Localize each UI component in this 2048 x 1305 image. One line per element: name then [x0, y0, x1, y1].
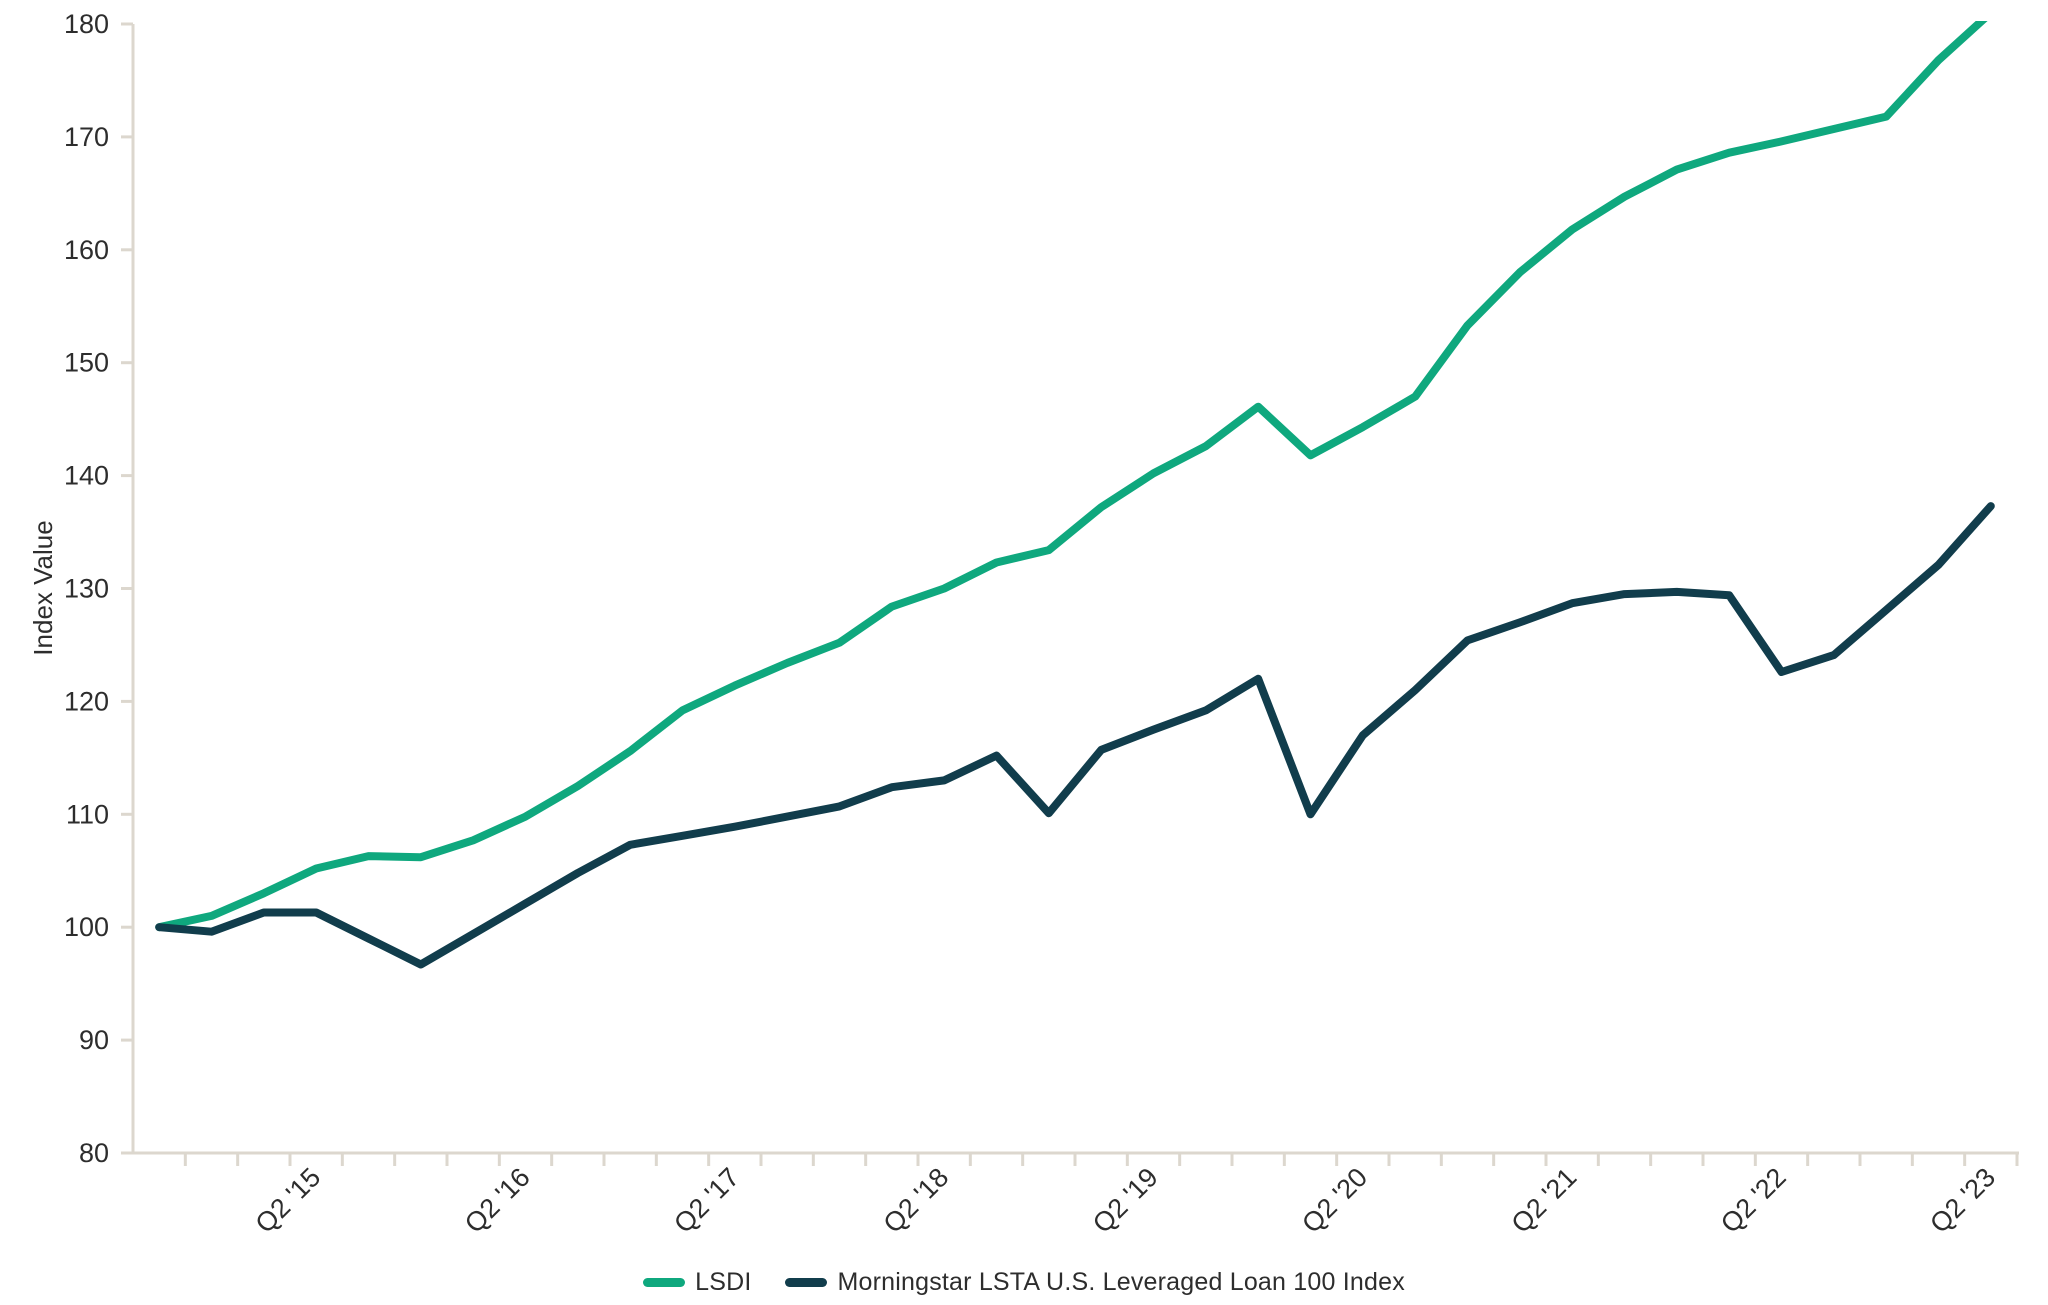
- y-tick-label: 150: [64, 348, 109, 378]
- axes: [121, 22, 2019, 1166]
- y-tick-labels: 80 90 100 110 120 130 140 150 160 170 180: [64, 9, 109, 1168]
- x-tick-label: Q2 '15: [250, 1162, 327, 1239]
- y-tick-label: 110: [66, 799, 109, 829]
- y-tick-label: 120: [64, 686, 109, 716]
- x-tick-label: Q2 '23: [1924, 1162, 2001, 1239]
- y-tick-label: 160: [64, 235, 109, 265]
- series-line-morningstar: [155, 502, 1995, 969]
- legend-label-lsdi: LSDI: [695, 1268, 752, 1296]
- x-tick-label: Q2 '16: [459, 1162, 536, 1239]
- line-chart: Index Value 80 90 100 110 120 130 140 150 160 170…: [28, 9, 2019, 1239]
- y-tick-label: 90: [79, 1025, 109, 1055]
- x-tick-labels: Q2 '15 Q2 '16 Q2 '17 Q2 '18 Q2 '19 Q2 '20 Q2 '…: [250, 1162, 2002, 1239]
- y-tick-label: 130: [64, 574, 109, 604]
- x-tick-label: Q2 '22: [1715, 1162, 1792, 1239]
- y-tick-label: 100: [64, 912, 109, 942]
- y-tick-label: 80: [79, 1138, 109, 1168]
- x-tick-label: Q2 '19: [1087, 1162, 1164, 1239]
- legend-item-lsdi: LSDI: [643, 1268, 751, 1297]
- series-line-lsdi: [155, 21, 1988, 932]
- legend-item-morningstar: Morningstar LSTA U.S. Leveraged Loan 100…: [785, 1268, 1405, 1297]
- legend-swatch-lsdi: [643, 1278, 686, 1287]
- x-tick-label: Q2 '17: [668, 1162, 745, 1239]
- y-tick-label: 140: [64, 461, 109, 491]
- legend-label-morningstar: Morningstar LSTA U.S. Leveraged Loan 100…: [837, 1268, 1405, 1296]
- legend-swatch-morningstar: [785, 1278, 828, 1287]
- chart-legend: LSDI Morningstar LSTA U.S. Leveraged Loa…: [0, 1268, 2048, 1297]
- y-axis-label: Index Value: [28, 520, 58, 655]
- x-tick-label: Q2 '18: [878, 1162, 955, 1239]
- y-tick-label: 170: [64, 122, 109, 152]
- x-tick-label: Q2 '20: [1296, 1162, 1373, 1239]
- y-tick-label: 180: [64, 9, 109, 39]
- x-tick-label: Q2 '21: [1506, 1162, 1583, 1239]
